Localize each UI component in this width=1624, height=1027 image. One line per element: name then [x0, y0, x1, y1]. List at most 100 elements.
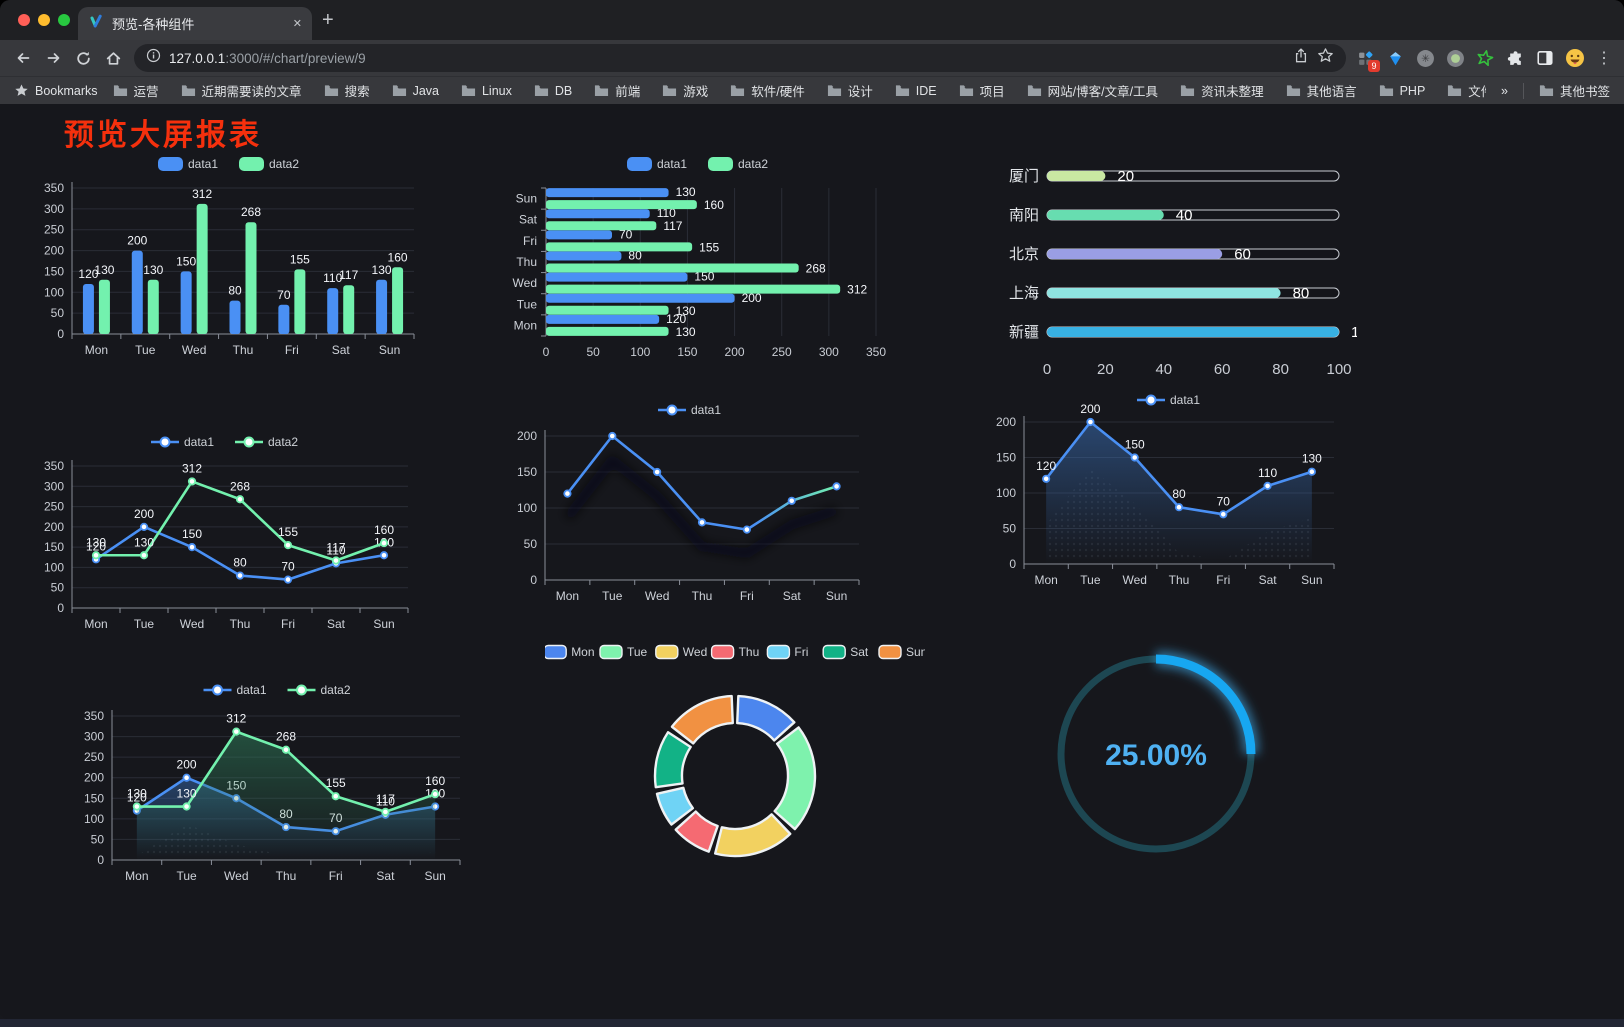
extension-puzzle-icon[interactable]: [1502, 45, 1528, 71]
svg-text:Fri: Fri: [329, 869, 343, 883]
bookmark-label: 游戏: [683, 85, 709, 99]
svg-text:110: 110: [1258, 466, 1277, 480]
svg-text:Fri: Fri: [285, 343, 299, 357]
svg-text:Wed: Wed: [182, 343, 206, 357]
svg-text:Sat: Sat: [332, 343, 351, 357]
svg-text:350: 350: [44, 181, 64, 195]
back-icon[interactable]: [10, 45, 36, 71]
pie-chart[interactable]: Mon Tue Wed Thu Fri Sat Sun: [543, 636, 927, 880]
close-window-button[interactable]: [18, 14, 30, 26]
svg-text:Mon: Mon: [84, 617, 107, 631]
minimize-window-button[interactable]: [38, 14, 50, 26]
svg-text:Tue: Tue: [135, 343, 156, 357]
side-panel-icon[interactable]: [1532, 45, 1558, 71]
site-info-icon[interactable]: [146, 48, 161, 68]
reload-icon[interactable]: [70, 45, 96, 71]
bookmark-item[interactable]: Java: [392, 84, 439, 98]
bookmark-item[interactable]: Linux: [461, 84, 512, 98]
share-icon[interactable]: [1293, 47, 1309, 69]
bookmark-item[interactable]: 设计: [827, 81, 873, 100]
bookmarks-manager-item[interactable]: Bookmarks: [14, 83, 98, 98]
svg-text:80: 80: [628, 249, 642, 263]
folder-icon: [1379, 85, 1393, 96]
bookmarks-label: Bookmarks: [35, 83, 98, 98]
svg-text:Sun: Sun: [826, 589, 847, 603]
extension-circle-command-icon[interactable]: ✳: [1412, 45, 1438, 71]
svg-text:0: 0: [57, 327, 64, 341]
bookmarks-overflow-chevron[interactable]: »: [1501, 83, 1508, 98]
bookmark-label: 文件服务器: [1468, 85, 1486, 99]
folder-icon: [595, 85, 609, 96]
svg-text:120: 120: [1036, 459, 1056, 473]
tab-close-icon[interactable]: ✕: [292, 18, 302, 30]
bookmark-item[interactable]: 前端: [594, 81, 640, 100]
browser-tab[interactable]: 预览-各种组件 ✕: [78, 7, 312, 40]
extension-grid-icon[interactable]: 9: [1352, 45, 1380, 72]
svg-text:0: 0: [57, 601, 64, 615]
address-bar[interactable]: 127.0.0.1:3000/#/chart/preview/9: [134, 44, 1346, 72]
svg-text:300: 300: [84, 730, 104, 744]
svg-text:data1: data1: [1170, 393, 1200, 407]
bookmark-item[interactable]: 运营: [113, 81, 159, 100]
bar-horizontal-chart[interactable]: data1 data2 0 50 100 150 200 250 300 350 Mon 120 130…: [500, 148, 898, 370]
bar-chart[interactable]: data1 data2 0 50 100 150 200 250 300 350 Mon Tue Wed…: [30, 148, 430, 366]
home-icon[interactable]: [100, 45, 126, 71]
svg-text:100: 100: [517, 501, 537, 515]
svg-text:50: 50: [1003, 522, 1017, 536]
page-bottom-strip: [0, 1019, 1624, 1027]
svg-text:data2: data2: [268, 435, 298, 449]
bookmark-item[interactable]: 网站/博客/文章/工具: [1027, 81, 1158, 100]
bookmark-star-icon[interactable]: [1317, 47, 1334, 69]
bookmark-item[interactable]: 搜索: [324, 81, 370, 100]
folder-icon: [1286, 85, 1300, 96]
svg-text:Sat: Sat: [519, 213, 538, 227]
extension-gem-icon[interactable]: [1382, 45, 1408, 71]
svg-text:80: 80: [1293, 285, 1310, 302]
bookmark-item[interactable]: 资讯未整理: [1180, 81, 1264, 100]
svg-text:Wed: Wed: [1122, 573, 1146, 587]
svg-text:Wed: Wed: [645, 589, 669, 603]
svg-text:100: 100: [1351, 324, 1357, 341]
browser-menu-icon[interactable]: ⋮: [1596, 50, 1612, 67]
other-bookmarks-item[interactable]: 其他书签: [1539, 81, 1610, 100]
extension-star-icon[interactable]: [1472, 45, 1498, 71]
line-chart[interactable]: data1 0 50 100 150 200 Mon Tue Wed Thu Fri Sat Sun 12…: [988, 386, 1352, 600]
bookmark-item[interactable]: DB: [534, 84, 572, 98]
svg-text:312: 312: [847, 283, 867, 297]
maximize-window-button[interactable]: [58, 14, 70, 26]
svg-text:北京: 北京: [1009, 246, 1039, 263]
line-chart[interactable]: data1 data2 0 50 100 150 200 250 300 350 Mon Tue Wed…: [30, 428, 422, 642]
line-chart[interactable]: data1 data2 0 50 100 150 200 250 300 350 Mon Tue Wed…: [80, 676, 477, 894]
svg-text:上海: 上海: [1009, 285, 1039, 302]
svg-text:150: 150: [517, 465, 537, 479]
url-text: 127.0.0.1:3000/#/chart/preview/9: [169, 50, 366, 66]
extension-circle-dot-icon[interactable]: [1442, 45, 1468, 71]
profile-avatar-icon[interactable]: [1562, 45, 1588, 71]
svg-text:200: 200: [1080, 402, 1100, 416]
svg-text:data1: data1: [237, 683, 267, 697]
extension-badge: 9: [1368, 60, 1380, 72]
gauge-chart[interactable]: 25.00%: [1040, 638, 1272, 870]
bookmark-item[interactable]: 项目: [959, 81, 1005, 100]
svg-text:100: 100: [44, 560, 64, 574]
bookmark-label: 设计: [847, 85, 873, 99]
bookmark-item[interactable]: 游戏: [662, 81, 708, 100]
new-tab-button[interactable]: +: [322, 9, 334, 31]
progress-bars-chart[interactable]: 厦门 20 南阳 40 北京 60 上海 80 新疆 100 0 20 40 60 80 100: [995, 150, 1376, 388]
bookmark-item[interactable]: 软件/硬件: [730, 81, 805, 100]
forward-icon[interactable]: [40, 45, 66, 71]
bookmark-item[interactable]: 文件服务器: [1447, 81, 1486, 100]
svg-text:70: 70: [281, 560, 295, 574]
bookmark-item[interactable]: 近期需要读的文章: [181, 81, 302, 100]
bookmark-item[interactable]: IDE: [895, 84, 937, 98]
svg-text:Fri: Fri: [523, 234, 537, 248]
svg-text:300: 300: [44, 202, 64, 216]
bookmark-item[interactable]: PHP: [1379, 84, 1425, 98]
svg-text:100: 100: [996, 486, 1016, 500]
line-chart[interactable]: data1 0 50 100 150 200 Mon Tue Wed Thu Fri Sat Sun: [505, 396, 877, 616]
folder-icon: [181, 85, 195, 96]
bookmark-item[interactable]: 其他语言: [1286, 81, 1357, 100]
svg-text:data1: data1: [184, 435, 214, 449]
svg-text:50: 50: [524, 537, 538, 551]
